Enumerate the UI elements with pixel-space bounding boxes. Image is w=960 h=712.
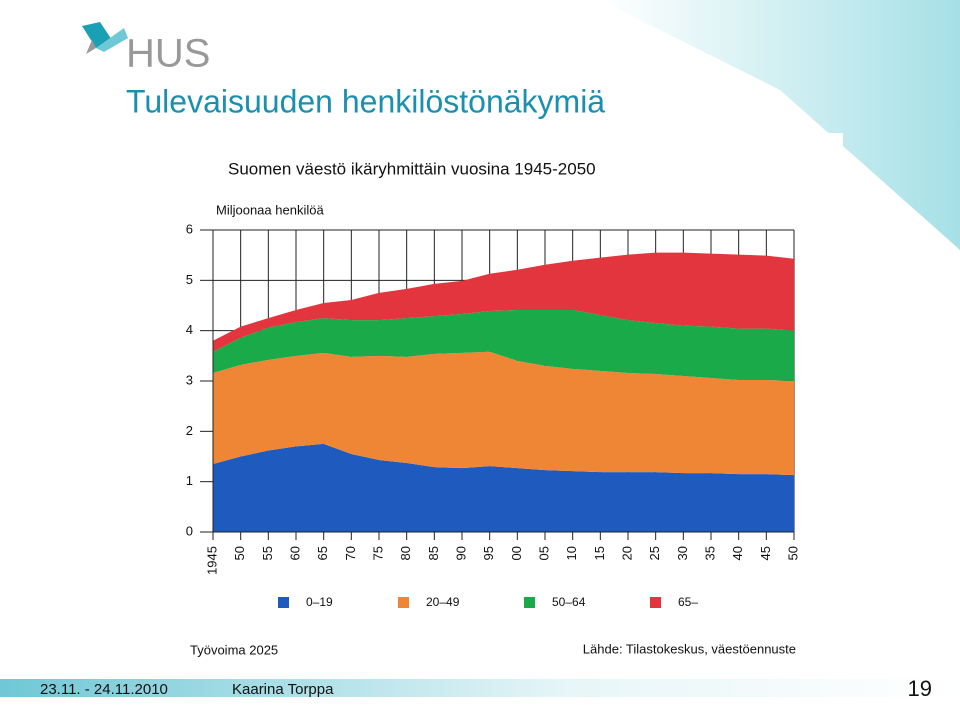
y-tick-label: 0 <box>186 523 193 538</box>
legend-swatch <box>524 597 535 608</box>
legend-swatch <box>398 597 409 608</box>
area <box>213 310 794 381</box>
x-tick-label: 50 <box>232 546 247 560</box>
x-tick-label: 45 <box>758 546 773 560</box>
x-tick-label: 35 <box>702 546 717 560</box>
logo-mark <box>82 22 128 54</box>
x-tick-label: 10 <box>564 546 579 560</box>
legend-swatch <box>278 597 289 608</box>
decoration <box>600 0 960 250</box>
x-tick-label: 85 <box>426 546 441 560</box>
x-tick-label: 00 <box>509 546 524 560</box>
x-tick-label: 50 <box>785 546 800 560</box>
x-tick-label: 75 <box>370 546 385 560</box>
x-tick-label: 1945 <box>204 546 219 575</box>
legend-swatch <box>650 597 661 608</box>
x-tick-label: 05 <box>536 546 551 560</box>
x-tick-label: 55 <box>260 546 275 560</box>
y-tick-label: 6 <box>186 221 193 236</box>
legend-label: 20–49 <box>426 595 460 609</box>
x-tick-label: 40 <box>730 546 745 560</box>
legend-label: 0–19 <box>306 595 333 609</box>
footnote: Työvoima 2025 <box>190 642 278 657</box>
slide-title: Tulevaisuuden henkilöstönäkymiä <box>126 83 605 119</box>
y-tick-label: 4 <box>186 322 193 337</box>
area <box>213 351 794 476</box>
y-tick-label: 2 <box>186 423 193 438</box>
page-number: 19 <box>908 676 932 701</box>
y-tick-label: 1 <box>186 473 193 488</box>
source: Lähde: Tilastokeskus, väestöennuste <box>583 641 796 656</box>
x-tick-label: 90 <box>453 546 468 560</box>
logo-text: HUS <box>126 32 210 76</box>
x-tick-label: 95 <box>481 546 496 560</box>
footer-bar <box>0 679 960 697</box>
legend-label: 50–64 <box>552 595 586 609</box>
x-tick-label: 15 <box>592 546 607 560</box>
x-tick-label: 25 <box>647 546 662 560</box>
x-tick-label: 80 <box>398 546 413 560</box>
x-tick-label: 20 <box>619 546 634 560</box>
y-tick-label: 5 <box>186 272 193 287</box>
x-tick-label: 65 <box>315 546 330 560</box>
y-axis-label: Miljoonaa henkilöä <box>216 202 324 217</box>
x-tick-label: 70 <box>343 546 358 560</box>
footer-author: Kaarina Torppa <box>232 681 334 698</box>
area <box>213 443 794 532</box>
footer-date: 23.11. - 24.11.2010 <box>40 681 168 698</box>
x-tick-label: 60 <box>287 546 302 560</box>
legend-label: 65– <box>678 595 698 609</box>
area <box>213 252 794 352</box>
x-tick-label: 30 <box>675 546 690 560</box>
chart-title: Suomen väestö ikäryhmittäin vuosina 1945… <box>228 159 596 178</box>
y-tick-label: 3 <box>186 372 193 387</box>
